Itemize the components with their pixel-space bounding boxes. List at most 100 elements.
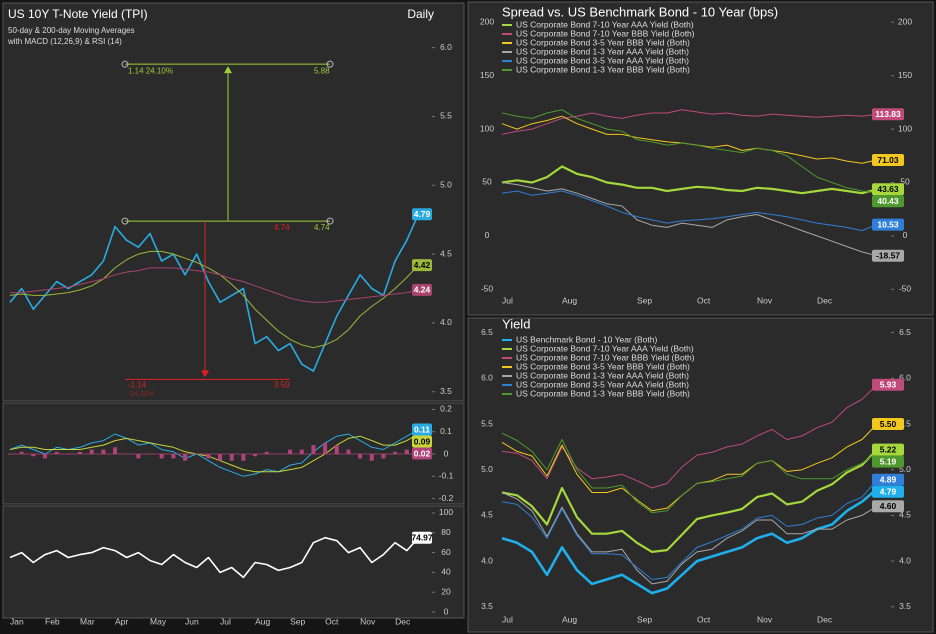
histogram-bar	[89, 449, 94, 454]
y-tick-label: 0	[444, 606, 449, 616]
y-tick-label: -0.1	[439, 471, 454, 481]
legend-label: US Benchmark Bond - 10 Year (Both)	[516, 334, 657, 344]
histogram-bar	[381, 454, 386, 459]
histogram-bar	[43, 454, 48, 459]
value-tag	[872, 154, 904, 167]
x-tick-label: Jun	[185, 616, 199, 626]
fib-text: -24.06%	[128, 391, 154, 398]
series-line	[501, 109, 878, 135]
y-tick-label: 3.5	[899, 601, 911, 611]
y-tick-label: 3.5	[481, 601, 493, 611]
series-line	[501, 190, 878, 232]
fib-text: 5.88	[314, 66, 330, 75]
x-tick-label: Oct	[697, 614, 711, 624]
value-tag	[872, 108, 904, 121]
x-tick-label: Oct	[697, 295, 711, 305]
value-tag	[872, 418, 904, 431]
fib-arrowhead	[201, 370, 209, 378]
series-line	[501, 448, 878, 553]
value-tag	[872, 195, 904, 208]
fib-text: 4.74	[274, 223, 290, 232]
histogram-bar	[253, 454, 258, 457]
y-tick-label: 200	[480, 16, 494, 26]
y-tick-label: 100	[480, 123, 494, 133]
legend-label: US Corporate Bond 1-3 Year AAA Yield (Bo…	[516, 370, 689, 380]
legend-label: US Corporate Bond 1-3 Year BBB Yield (Bo…	[516, 64, 690, 74]
value-tag	[872, 249, 904, 262]
histogram-bar	[183, 454, 188, 461]
histogram-bar	[311, 445, 316, 454]
fib-arrowhead	[224, 66, 232, 74]
rsi-panel	[2, 505, 465, 619]
series-line	[501, 109, 878, 194]
fib-handle	[121, 217, 129, 225]
value-tag-label: 4.42	[414, 260, 431, 270]
y-tick-label: -0.2	[439, 493, 454, 503]
yield-panel	[467, 317, 934, 633]
x-tick-label: Feb	[45, 616, 60, 626]
value-tag-label: 74.97	[411, 533, 433, 543]
fib-text: 3.59	[274, 380, 290, 389]
y-tick-label: 6.5	[481, 327, 493, 337]
value-tag-label: 0.11	[414, 424, 430, 434]
y-tick-label: 60	[441, 547, 451, 557]
legend-label: US Corporate Bond 1-3 Year BBB Yield (Bo…	[516, 388, 690, 398]
chart-subtitle: with MACD (12,26,9) & RSI (14)	[7, 37, 122, 46]
y-tick-label: 200	[898, 16, 912, 26]
legend-label: US Corporate Bond 7-10 Year AAA Yield (B…	[516, 343, 694, 353]
value-tag	[872, 183, 904, 196]
x-tick-label: Nov	[757, 614, 773, 624]
series-line	[501, 165, 878, 195]
histogram-bar	[334, 445, 339, 454]
histogram-bar	[206, 454, 211, 459]
x-tick-label: Apr	[115, 616, 128, 626]
y-tick-label: 4.5	[481, 510, 493, 520]
y-tick-label: 50	[900, 177, 910, 187]
x-tick-label: May	[150, 616, 167, 626]
histogram-bar	[241, 454, 246, 461]
series-line	[501, 479, 878, 580]
x-tick-label: Nov	[360, 616, 376, 626]
x-tick-label: Mar	[80, 616, 95, 626]
histogram-bar	[78, 451, 83, 454]
value-tag	[872, 378, 904, 391]
x-tick-label: Dec	[395, 616, 411, 626]
value-tag	[872, 473, 904, 486]
legend-label: US Corporate Bond 7-10 Year AAA Yield (B…	[516, 19, 694, 29]
value-tag-label: 0.09	[414, 436, 431, 446]
value-tag	[412, 447, 432, 460]
series-line	[9, 536, 419, 579]
fib-handle	[326, 60, 334, 68]
y-tick-label: 4.0	[440, 317, 452, 327]
value-tag-label: 10.53	[877, 219, 899, 229]
y-tick-label: 0.2	[440, 404, 452, 414]
value-tag	[872, 218, 904, 231]
series-line	[501, 487, 878, 595]
series-line	[9, 433, 419, 473]
y-tick-label: -50	[899, 284, 912, 294]
series-line	[501, 432, 878, 514]
value-tag-label: 40.43	[877, 196, 899, 206]
fib-text: 1.14 24.10%	[128, 66, 173, 75]
x-tick-label: Aug	[562, 295, 577, 305]
histogram-bar	[393, 451, 398, 454]
value-tag	[412, 423, 432, 436]
fib-text: -1.14	[128, 380, 147, 389]
histogram-bar	[19, 451, 24, 454]
y-tick-label: 5.0	[481, 464, 493, 474]
y-tick-label: 150	[480, 70, 494, 80]
y-tick-label: 5.0	[899, 464, 911, 474]
value-tag	[872, 485, 904, 498]
histogram-bar	[369, 454, 374, 461]
x-tick-label: Jul	[502, 614, 513, 624]
value-tag	[412, 435, 432, 448]
value-tag	[412, 531, 432, 544]
histogram-bar	[346, 449, 351, 454]
y-tick-label: 4.5	[440, 248, 452, 258]
series-line	[9, 213, 420, 372]
value-tag-label: 0.02	[414, 448, 431, 458]
value-tag-label: 4.79	[414, 209, 431, 219]
x-tick-label: Dec	[817, 614, 833, 624]
